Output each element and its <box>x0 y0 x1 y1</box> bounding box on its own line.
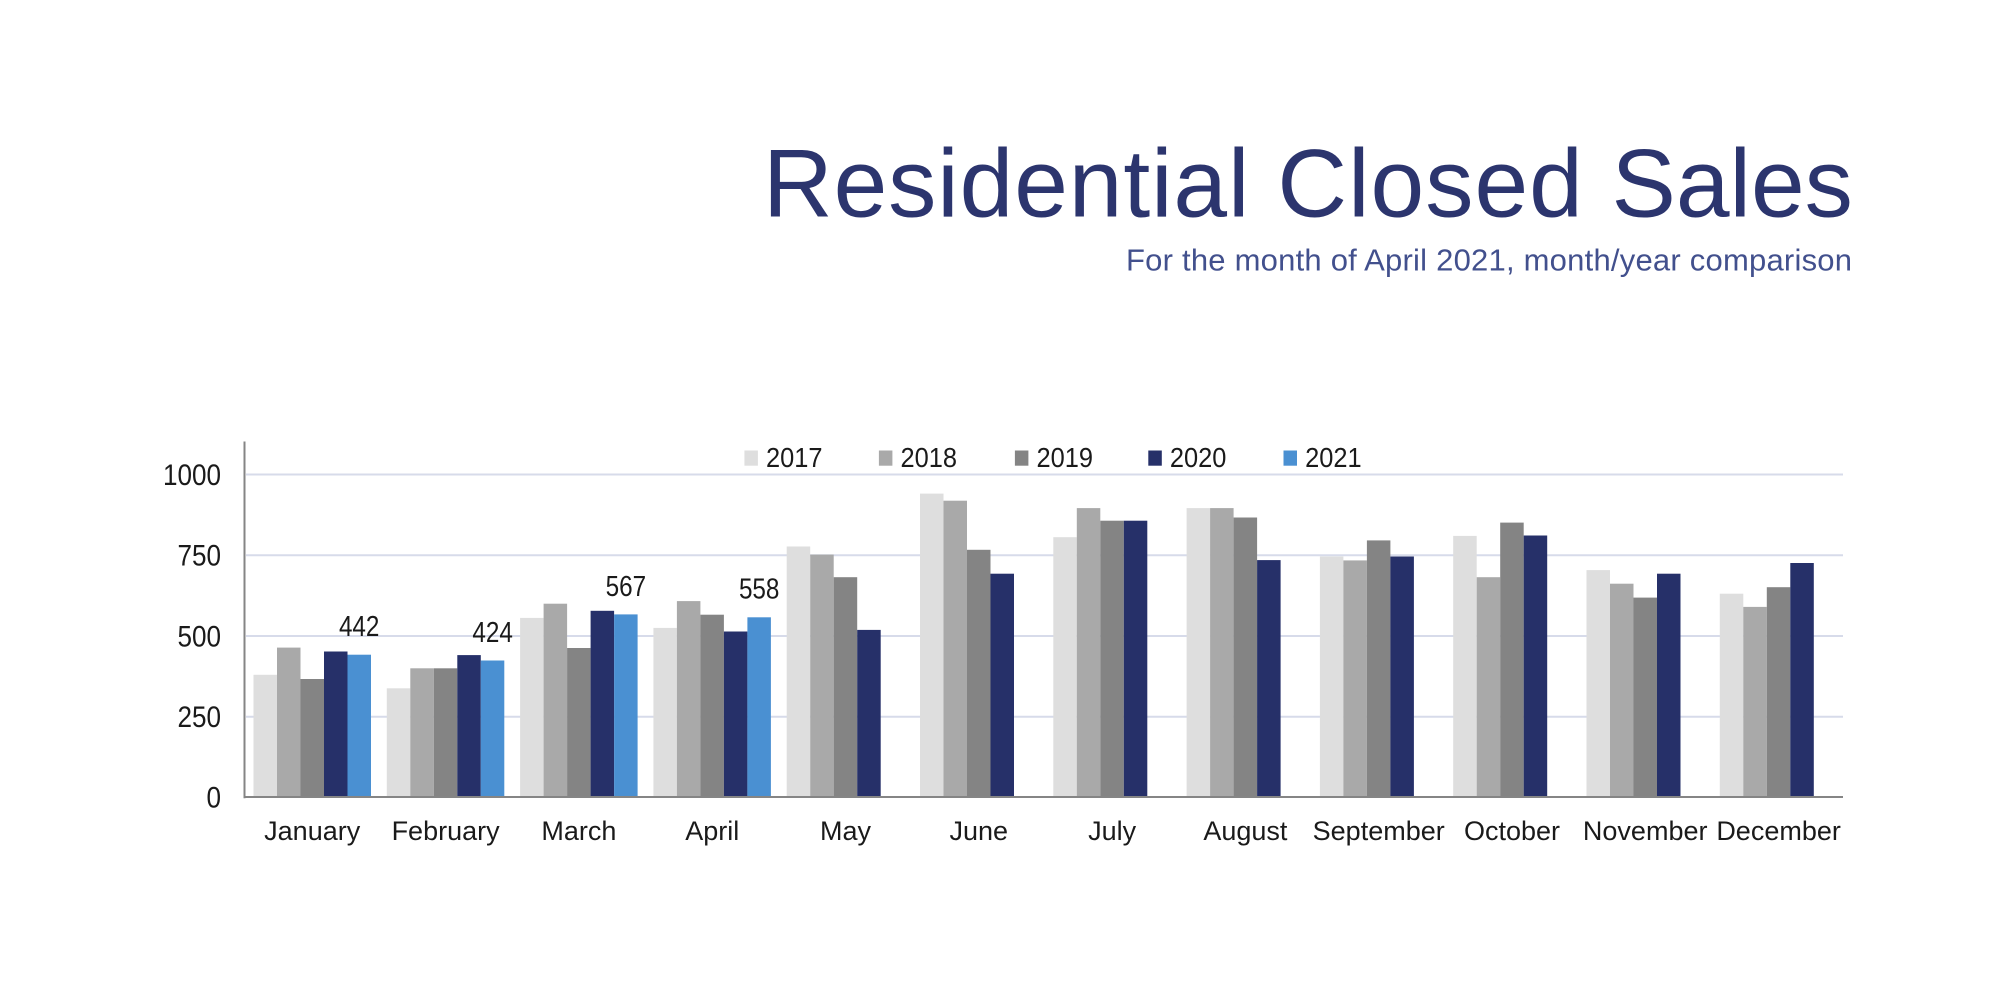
svg-text:February: February <box>392 816 501 846</box>
svg-text:For the month of April 2021, m: For the month of April 2021, month/year … <box>1126 243 1852 278</box>
svg-text:March: March <box>541 816 616 846</box>
svg-text:424: 424 <box>472 617 513 649</box>
svg-text:September: September <box>1313 816 1445 846</box>
svg-text:2019: 2019 <box>1037 442 1094 473</box>
svg-text:January: January <box>264 816 361 846</box>
svg-text:1000: 1000 <box>163 459 221 492</box>
svg-text:2021: 2021 <box>1305 442 1362 473</box>
svg-text:April: April <box>685 816 739 846</box>
svg-text:2018: 2018 <box>901 442 958 473</box>
svg-text:October: October <box>1464 816 1560 846</box>
svg-text:December: December <box>1716 816 1841 846</box>
svg-text:750: 750 <box>178 540 222 573</box>
svg-text:2017: 2017 <box>766 442 823 473</box>
svg-text:May: May <box>820 816 872 846</box>
svg-text:0: 0 <box>207 782 222 815</box>
svg-text:567: 567 <box>606 571 647 603</box>
svg-text:July: July <box>1088 816 1137 846</box>
svg-text:2020: 2020 <box>1170 442 1227 473</box>
svg-text:August: August <box>1203 816 1288 846</box>
svg-text:558: 558 <box>739 574 780 606</box>
svg-text:442: 442 <box>339 611 380 643</box>
svg-text:November: November <box>1583 816 1708 846</box>
svg-text:250: 250 <box>178 701 222 734</box>
svg-text:500: 500 <box>178 620 222 653</box>
svg-text:June: June <box>950 816 1009 846</box>
